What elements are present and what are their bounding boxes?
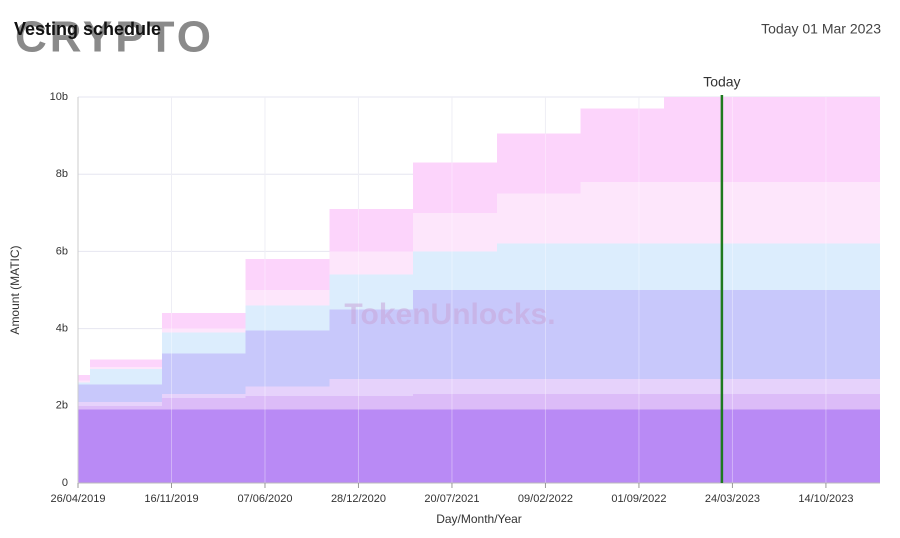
- x-axis-label: Day/Month/Year: [436, 512, 522, 526]
- area-segment: [329, 378, 414, 397]
- area-segment: [664, 394, 880, 410]
- area-segment: [496, 193, 581, 244]
- area-segment: [89, 367, 162, 370]
- area-segment: [664, 409, 880, 483]
- y-tick-label: 0: [62, 477, 68, 489]
- area-segment: [245, 409, 330, 483]
- x-tick-label: 24/03/2023: [705, 493, 760, 505]
- area-segment: [664, 181, 880, 244]
- area-segment: [245, 259, 330, 290]
- area-segment: [89, 384, 162, 402]
- area-segment: [78, 382, 90, 385]
- watermark: TokenUnlocks.: [344, 298, 555, 331]
- y-tick-label: 2b: [56, 400, 68, 412]
- area-segment: [496, 290, 581, 379]
- area-segment: [78, 384, 90, 402]
- chart-title: Vesting schedule: [14, 19, 161, 39]
- area-segment: [89, 401, 162, 406]
- area-segment: [245, 396, 330, 410]
- area-segment: [580, 243, 665, 290]
- area-segment: [161, 353, 246, 395]
- y-axis-label: Amount (MATIC): [8, 245, 22, 334]
- plot-area: [77, 96, 880, 484]
- x-tick-label: 28/12/2020: [331, 493, 386, 505]
- area-segment: [78, 380, 90, 383]
- area-segment: [580, 409, 665, 483]
- date-label: Today 01 Mar 2023: [761, 21, 881, 37]
- area-segment: [161, 409, 246, 483]
- area-segment: [245, 386, 330, 397]
- x-tick-label: 09/02/2022: [518, 493, 573, 505]
- area-segment: [413, 212, 497, 252]
- area-segment: [89, 369, 162, 385]
- area-segment: [496, 409, 581, 483]
- area-segment: [664, 378, 880, 395]
- area-segment: [78, 405, 90, 410]
- area-segment: [329, 396, 414, 410]
- y-tick-label: 8b: [56, 168, 68, 180]
- area-segment: [580, 181, 665, 244]
- area-segment: [89, 405, 162, 410]
- x-tick-label: 16/11/2019: [144, 493, 198, 505]
- area-segment: [329, 251, 414, 275]
- area-segment: [329, 409, 414, 483]
- area-segment: [329, 274, 414, 310]
- area-segment: [664, 97, 880, 182]
- area-segment: [664, 243, 880, 290]
- area-segment: [78, 401, 90, 406]
- watermark: CRYPTO: [15, 13, 214, 62]
- area-segment: [413, 378, 497, 395]
- area-segment: [496, 378, 581, 395]
- y-tick-label: 10b: [50, 91, 68, 103]
- x-tick-label: 07/06/2020: [237, 493, 292, 505]
- area-segment: [496, 133, 581, 194]
- area-segment: [664, 290, 880, 379]
- x-tick-label: 01/09/2022: [611, 493, 666, 505]
- area-segment: [413, 290, 497, 379]
- area-segment: [580, 378, 665, 395]
- y-tick-label: 4b: [56, 323, 68, 335]
- area-segment: [496, 243, 581, 290]
- area-segment: [89, 409, 162, 483]
- area-segment: [580, 394, 665, 410]
- area-segment: [496, 394, 581, 410]
- area-segment: [580, 108, 665, 182]
- x-tick-label: 26/04/2019: [50, 493, 105, 505]
- area-segment: [329, 208, 414, 252]
- area-segment: [161, 394, 246, 399]
- area-segment: [161, 328, 246, 333]
- area-segment: [413, 394, 497, 410]
- area-segment: [78, 409, 90, 483]
- today-label: Today: [703, 74, 740, 90]
- area-segment: [580, 290, 665, 379]
- area-segment: [89, 359, 162, 368]
- area-segment: [245, 290, 330, 306]
- area-segment: [161, 332, 246, 354]
- x-tick-label: 14/10/2023: [798, 493, 853, 505]
- area-segment: [161, 313, 246, 329]
- area-segment: [329, 309, 414, 379]
- area-segment: [78, 374, 90, 381]
- area-segment: [413, 251, 497, 290]
- area-segment: [245, 330, 330, 387]
- area-segment: [161, 398, 246, 410]
- area-segment: [245, 305, 330, 331]
- x-tick-label: 20/07/2021: [424, 493, 479, 505]
- area-segment: [413, 162, 497, 213]
- area-segment: [413, 409, 497, 483]
- y-tick-label: 6b: [56, 245, 68, 257]
